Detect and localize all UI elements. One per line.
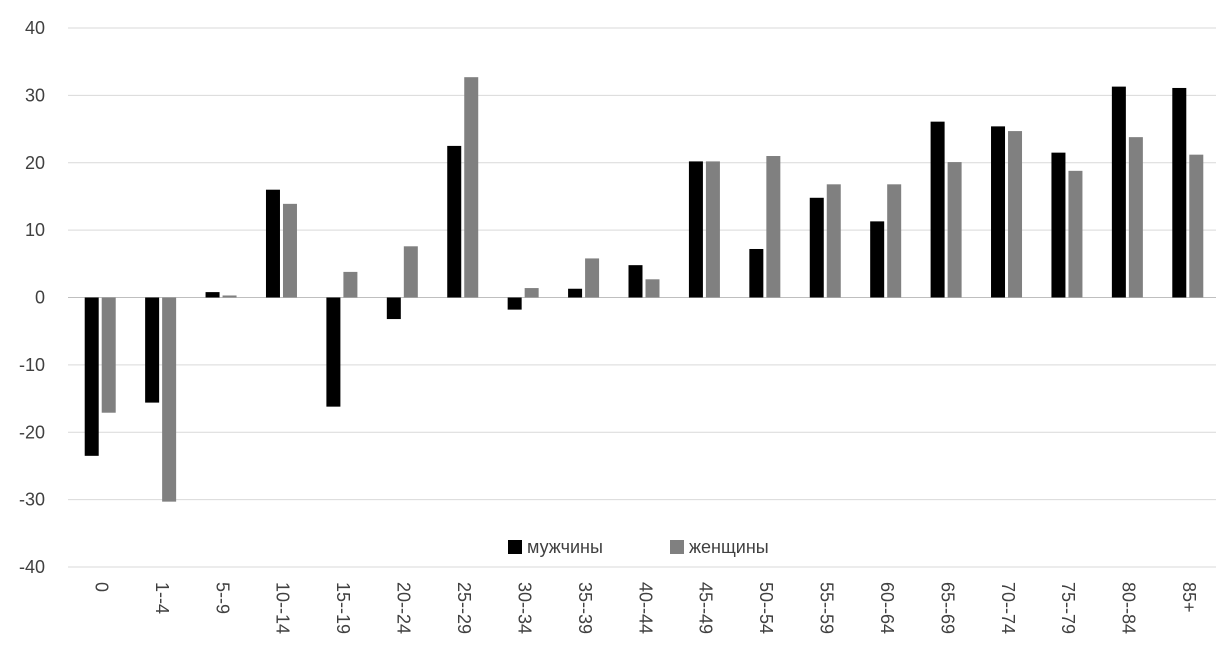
y-tick-label: -10 xyxy=(19,355,45,375)
legend-swatch-men xyxy=(508,540,522,554)
bar-men xyxy=(688,161,703,298)
bar-men xyxy=(991,126,1006,298)
bars xyxy=(84,77,1204,502)
bar-women xyxy=(101,297,116,413)
x-tick-label: 50--54 xyxy=(756,582,776,634)
x-tick-label: 40--44 xyxy=(635,582,655,634)
bar-men xyxy=(930,121,945,298)
x-tick-label: 35--39 xyxy=(575,582,595,634)
x-tick-label: 10--14 xyxy=(273,582,293,634)
bar-men xyxy=(1111,86,1126,298)
x-tick-label: 75--79 xyxy=(1058,582,1078,634)
y-tick-label: -40 xyxy=(19,557,45,577)
x-axis-tick-labels: 0 1--4 5--9 10--14 15--19 20--24 25--29 30--34 3… xyxy=(91,582,1199,634)
bar-women xyxy=(464,77,479,298)
x-tick-label: 80--84 xyxy=(1119,582,1139,634)
bar-men xyxy=(145,297,160,403)
x-tick-label: 25--29 xyxy=(454,582,474,634)
bar-women xyxy=(1068,170,1083,298)
bar-men xyxy=(568,288,583,298)
bar-men xyxy=(1172,87,1187,298)
bar-men xyxy=(628,265,643,298)
x-tick-label: 5--9 xyxy=(212,582,232,614)
x-tick-label: 15--19 xyxy=(333,582,353,634)
bar-women xyxy=(585,258,600,298)
bar-women xyxy=(282,203,297,298)
x-tick-label: 65--69 xyxy=(937,582,957,634)
y-tick-label: 40 xyxy=(25,18,45,38)
bar-men xyxy=(326,297,341,407)
x-tick-label: 60--64 xyxy=(877,582,897,634)
bar-women xyxy=(705,161,720,298)
bar-men xyxy=(1051,152,1066,298)
x-tick-label: 30--34 xyxy=(514,582,534,634)
bar-men xyxy=(265,189,280,298)
bar-men xyxy=(507,297,522,310)
x-tick-label: 85+ xyxy=(1179,582,1199,613)
bar-women xyxy=(1189,154,1204,298)
bar-women xyxy=(766,156,781,298)
y-tick-label: -20 xyxy=(19,422,45,442)
legend-label-men: мужчины xyxy=(527,537,603,557)
bar-men xyxy=(809,197,824,298)
x-tick-label: 55--59 xyxy=(817,582,837,634)
legend-swatch-women xyxy=(670,540,684,554)
bar-women xyxy=(1008,131,1023,298)
bar-women xyxy=(1128,137,1143,298)
y-axis-tick-labels: 40 30 20 10 0 -10 -20 -30 -40 xyxy=(19,18,45,577)
y-tick-label: 10 xyxy=(25,220,45,240)
bar-women xyxy=(524,288,539,298)
bar-women xyxy=(403,246,418,298)
bar-men xyxy=(205,292,220,298)
bar-women xyxy=(162,297,177,502)
legend-label-women: женщины xyxy=(689,537,769,557)
bar-women xyxy=(645,279,660,298)
bar-women xyxy=(826,184,841,298)
legend: мужчины женщины xyxy=(508,537,769,557)
y-tick-label: -30 xyxy=(19,490,45,510)
bar-men xyxy=(870,221,885,298)
bar-women xyxy=(222,295,237,298)
bar-men xyxy=(84,297,99,456)
y-tick-label: 0 xyxy=(35,288,45,308)
bar-men xyxy=(749,248,764,298)
bar-men xyxy=(447,145,462,298)
x-tick-label: 20--24 xyxy=(394,582,414,634)
bar-women xyxy=(947,162,962,298)
x-tick-label: 0 xyxy=(91,582,111,592)
bar-women xyxy=(343,271,358,298)
y-tick-label: 20 xyxy=(25,153,45,173)
x-tick-label: 70--74 xyxy=(998,582,1018,634)
bar-women xyxy=(887,184,902,298)
y-tick-label: 30 xyxy=(25,85,45,105)
x-tick-label: 45--49 xyxy=(696,582,716,634)
bar-men xyxy=(386,297,401,320)
x-tick-label: 1--4 xyxy=(152,582,172,614)
